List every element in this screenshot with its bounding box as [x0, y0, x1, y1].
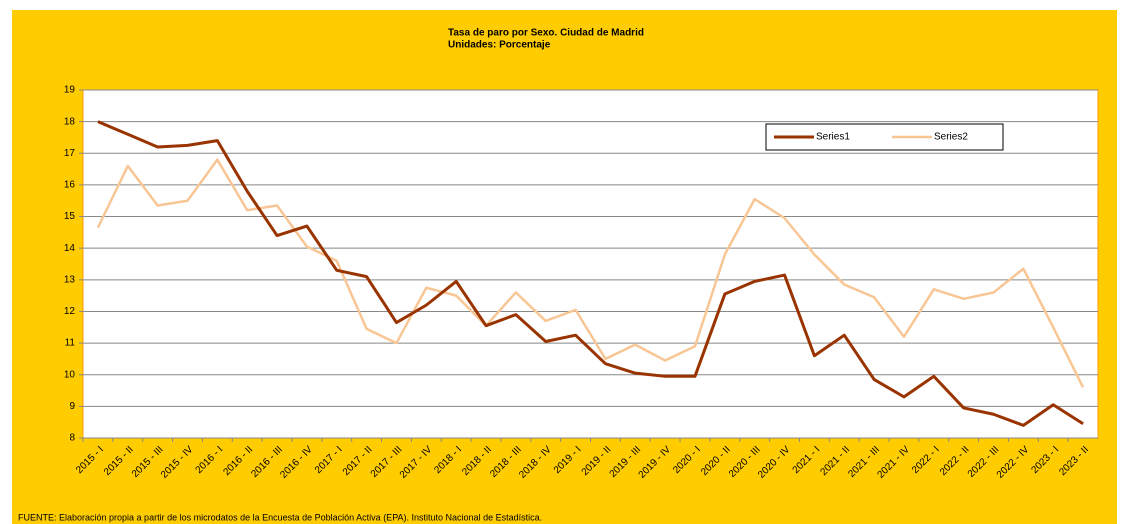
series-line	[96, 158, 1085, 388]
y-tick-label: 16	[64, 180, 76, 191]
y-tick-label: 14	[64, 243, 76, 254]
y-tick-label: 12	[64, 306, 76, 317]
chart-subtitle: Unidades: Porcentaje	[448, 40, 551, 51]
y-tick-label: 8	[69, 433, 75, 444]
series-line	[97, 120, 1084, 427]
y-tick-label: 9	[69, 401, 75, 412]
source-note: FUENTE: Elaboración propia a partir de l…	[18, 512, 542, 522]
legend-label: Series2	[934, 132, 968, 143]
legend-label: Series1	[816, 132, 850, 143]
y-tick-label: 11	[65, 338, 76, 349]
y-tick-label: 15	[64, 211, 76, 222]
y-tick-label: 18	[64, 116, 76, 127]
y-tick-label: 17	[64, 148, 76, 159]
y-tick-label: 19	[64, 85, 76, 96]
y-tick-label: 13	[64, 274, 76, 285]
chart-title: Tasa de paro por Sexo. Ciudad de Madrid	[448, 28, 644, 39]
y-tick-label: 10	[64, 369, 76, 380]
